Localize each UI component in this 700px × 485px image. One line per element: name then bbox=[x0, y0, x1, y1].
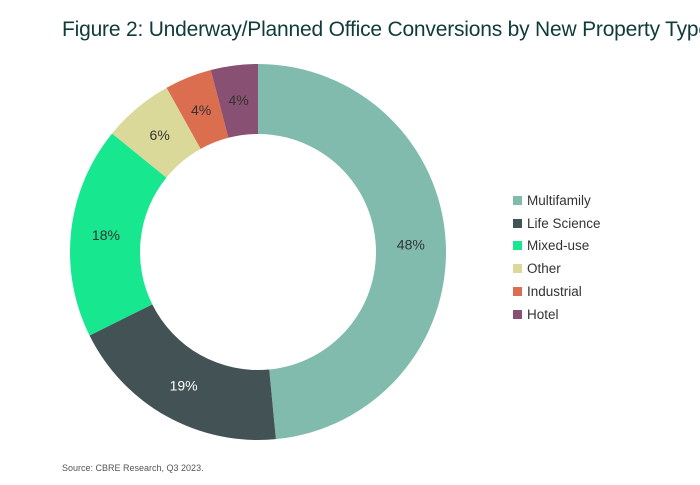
legend-swatch bbox=[513, 287, 522, 297]
legend-label: Industrial bbox=[527, 284, 582, 300]
legend-item: Life Science bbox=[513, 212, 601, 235]
legend-label: Multifamily bbox=[527, 192, 591, 208]
chart-title: Figure 2: Underway/Planned Office Conver… bbox=[62, 18, 700, 41]
data-label: 4% bbox=[229, 92, 249, 108]
source-note: Source: CBRE Research, Q3 2023. bbox=[62, 463, 204, 473]
data-label: 6% bbox=[150, 127, 170, 143]
legend-swatch bbox=[513, 309, 522, 319]
legend-item: Multifamily bbox=[513, 189, 601, 212]
legend-item: Other bbox=[513, 257, 601, 280]
legend-swatch bbox=[513, 218, 522, 228]
legend: Multifamily Life Science Mixed-use Other Ind… bbox=[513, 189, 601, 326]
slice-mixed-use bbox=[70, 133, 167, 336]
data-label: 4% bbox=[191, 102, 211, 118]
legend-label: Hotel bbox=[527, 306, 559, 322]
slice-multifamily bbox=[258, 64, 447, 440]
legend-label: Mixed-use bbox=[527, 238, 590, 254]
data-label: 18% bbox=[92, 227, 120, 243]
legend-label: Other bbox=[527, 261, 561, 277]
slice-other bbox=[112, 87, 201, 178]
legend-label: Life Science bbox=[527, 215, 601, 231]
legend-item: Hotel bbox=[513, 303, 601, 326]
legend-swatch bbox=[513, 195, 522, 205]
legend-item: Mixed-use bbox=[513, 235, 601, 258]
data-label: 48% bbox=[397, 237, 425, 253]
legend-swatch bbox=[513, 241, 522, 251]
data-label: 19% bbox=[170, 378, 198, 394]
slice-life-science bbox=[89, 304, 276, 440]
slice-industrial bbox=[166, 70, 229, 149]
slice-hotel bbox=[210, 64, 258, 138]
legend-item: Industrial bbox=[513, 280, 601, 303]
legend-swatch bbox=[513, 264, 522, 274]
